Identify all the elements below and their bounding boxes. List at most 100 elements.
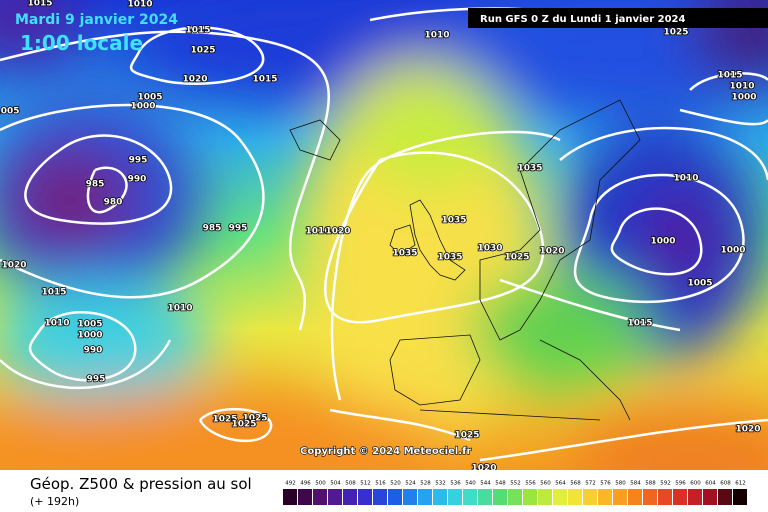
colorbar-tick-label: 604 [705,481,716,487]
colorbar-tick-label: 524 [405,481,416,487]
colorbar-tick-label: 532 [435,481,446,487]
colorbar-tick-label: 608 [720,481,731,487]
colorbar-tick-label: 492 [285,481,296,487]
isobar-label: 980 [104,198,123,208]
run-box [468,8,768,28]
isobar-label: 1025 [663,28,688,38]
date: Mardi 9 janvier 2024 [15,12,178,28]
colorbar-swatch [448,489,462,505]
colorbar-swatch [493,489,507,505]
colorbar-tick-label: 600 [690,481,701,487]
colorbar-tick-label: 500 [315,481,326,487]
colorbar-tick-label: 596 [675,481,686,487]
colorbar-tick-label: 576 [600,481,611,487]
colorbar-swatch [358,489,372,505]
isobar-label: 1010 [729,82,754,92]
isobar-label: 1030 [477,244,502,254]
isobar-label: 1005 [77,320,102,330]
colorbar-swatch [688,489,702,505]
colorbar-tick-label: 540 [465,481,476,487]
colorbar-tick-label: 592 [660,481,671,487]
isobar-label: 1035 [517,164,542,174]
colorbar-swatch [703,489,717,505]
isobar-label: 1025 [504,253,529,263]
colorbar-tick-label: 548 [495,481,506,487]
colorbar-tick-label: 536 [450,481,461,487]
isobar-label: 1025 [454,431,479,441]
isobar-label: 1005 [0,107,20,117]
colorbar-swatch [328,489,342,505]
colorbar-tick-label: 520 [390,481,401,487]
footer-title: Géop. Z500 & pression au sol [30,475,252,493]
colorbar-tick-label: 544 [480,481,491,487]
colorbar-tick-label: 512 [360,481,371,487]
isobar-label: 1000 [77,331,102,341]
colorbar-swatch [598,489,612,505]
colorbar: 492 496 500 504 508 512 516 520 524 528 532 536 540 5… [283,481,747,505]
colorbar-swatch [403,489,417,505]
isobar-label: 1015 [185,26,210,36]
colorbar-tick-label: 580 [615,481,626,487]
isobar-label: 1015 [717,71,742,81]
colorbar-tick-label: 572 [585,481,596,487]
colorbar-tick-label: 568 [570,481,581,487]
isobars [0,7,768,462]
colorbar-swatch [568,489,582,505]
colorbar-tick-label: 504 [330,481,341,487]
isobar-label: 1020 [539,247,564,257]
isobar-label: 1010 [127,0,152,10]
colorbar-tick-label: 496 [300,481,311,487]
isobar-label: 990 [84,346,103,356]
isobar-label: 1035 [437,253,462,263]
isobar-label: 985 [86,180,105,190]
isobar-label: 1015 [252,75,277,85]
colorbar-tick-label: 508 [345,481,356,487]
isobar-label: 985 [203,224,222,234]
colorbar-swatch [418,489,432,505]
isobar-label: 1015 [27,0,52,9]
isobar-label: 990 [128,175,147,185]
local-time: 1:00 locale [20,31,143,55]
isobar-label: 1020 [735,425,760,435]
colorbar-swatch [613,489,627,505]
isobar-label: 1015 [41,288,66,298]
colorbar-swatch [478,489,492,505]
isobar-label: 1025 [190,46,215,56]
isobar-label: 1015 [627,319,652,329]
isobar-label: 1010 [44,319,69,329]
colorbar-swatch [433,489,447,505]
isobar-label: 1000 [720,246,745,256]
colorbar-swatch [673,489,687,505]
isobar-label: 995 [87,375,106,385]
colorbar-swatch [658,489,672,505]
colorbar-tick-label: 612 [735,481,746,487]
isobar-label: 1000 [130,102,155,112]
isobar-label: 1010 [167,304,192,314]
colorbar-swatch [283,489,297,505]
colorbar-swatch [523,489,537,505]
colorbar-swatch [373,489,387,505]
isobar-label: 1000 [731,93,756,103]
colorbar-swatch [643,489,657,505]
colorbar-swatch [583,489,597,505]
isobar-label: 1005 [687,279,712,289]
colorbar-swatch [343,489,357,505]
isobar-label: 1000 [650,237,675,247]
colorbar-swatch [553,489,567,505]
colorbar-swatch [313,489,327,505]
colorbar-tick-label: 584 [630,481,641,487]
colorbar-tick-label: 560 [540,481,551,487]
forecast-lead: (+ 192h) [30,495,79,508]
colorbar-tick-label: 552 [510,481,521,487]
colorbar-swatch [508,489,522,505]
colorbar-swatch [388,489,402,505]
isobar-label: 1010 [673,174,698,184]
copyright: Copyright © 2024 Meteociel.fr [300,446,471,457]
coastlines [289,99,641,421]
colorbar-swatch [628,489,642,505]
colorbar-swatch [538,489,552,505]
colorbar-swatch [298,489,312,505]
